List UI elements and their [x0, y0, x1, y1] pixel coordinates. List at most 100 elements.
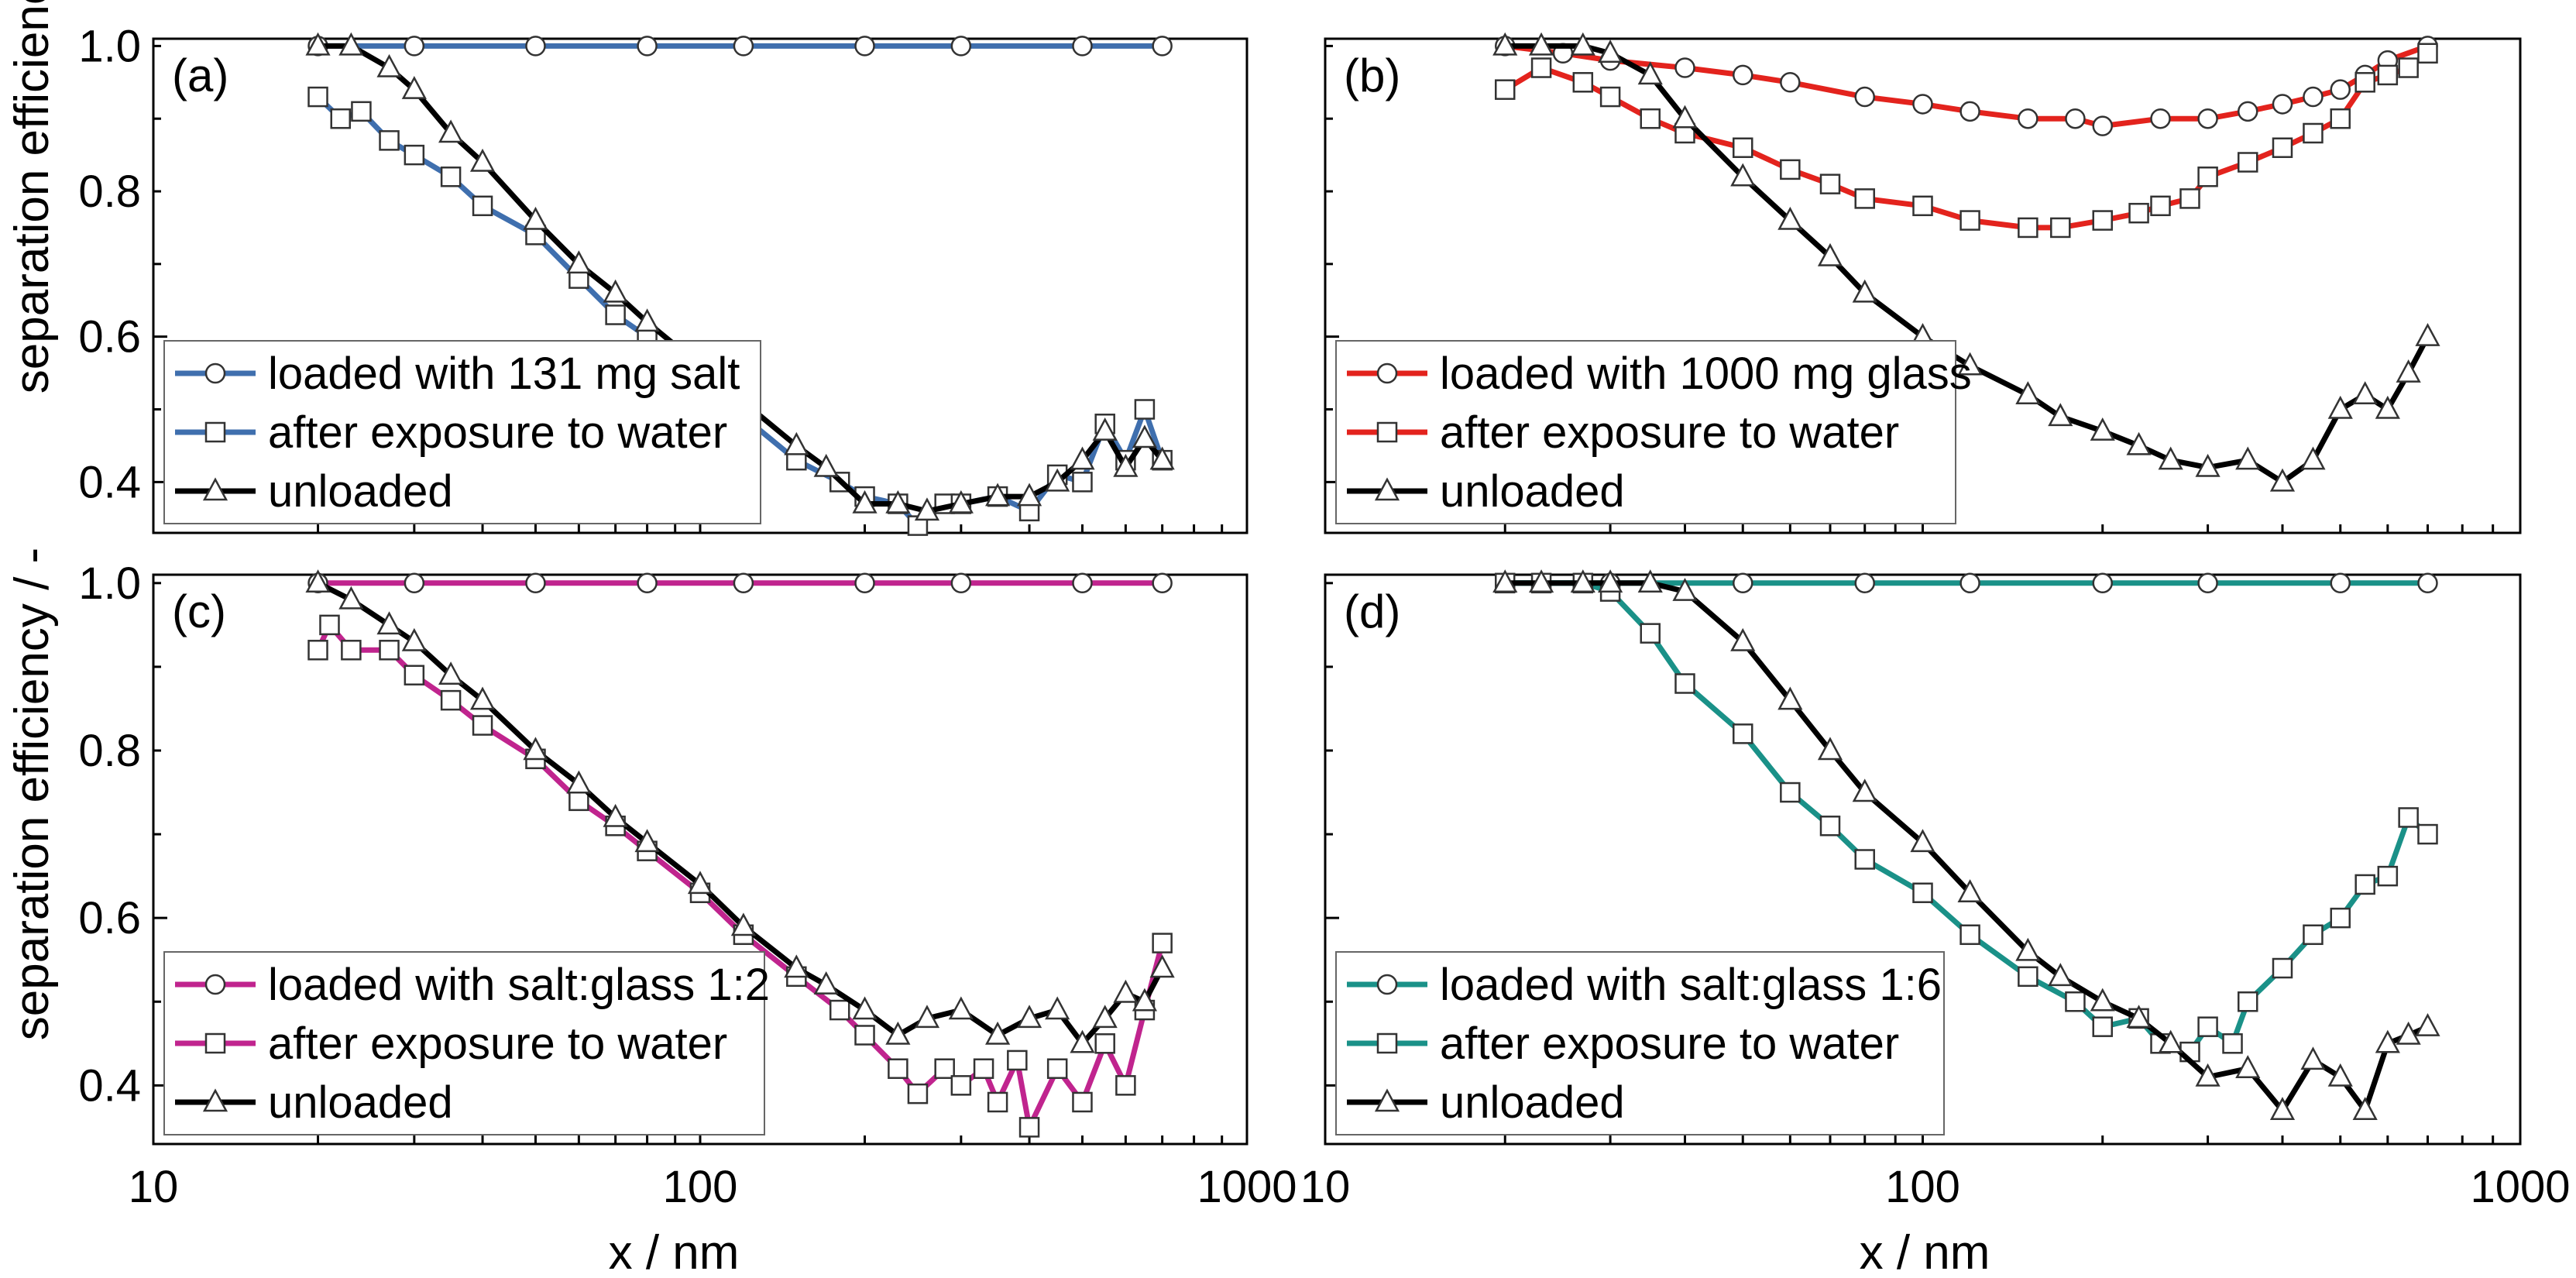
triangle-marker	[1570, 569, 1595, 593]
triangle-marker	[813, 453, 839, 477]
triangle-marker	[2327, 1063, 2353, 1087]
triangle-marker	[2235, 446, 2261, 470]
y-tick-label: 0.4	[78, 1060, 141, 1111]
triangle-marker	[1672, 105, 1698, 129]
triangle-marker	[338, 32, 364, 56]
square-marker	[2354, 874, 2375, 895]
triangle-marker	[2269, 468, 2296, 492]
triangle-marker	[2375, 395, 2400, 419]
circle-marker	[1152, 572, 1173, 594]
chart-panel-3: 0.4 0.6 0.8 1.0 10 100 1000 (c) loaded with salt…	[78, 558, 1297, 1212]
square-marker	[330, 108, 352, 129]
legend-label: unloaded	[268, 1077, 453, 1128]
square-marker	[2398, 57, 2419, 78]
square-marker	[568, 790, 589, 812]
square-marker	[1854, 849, 1875, 870]
triangle-marker	[305, 569, 331, 593]
square-marker	[1134, 399, 1156, 420]
panels: 0.4 0.6 0.8 1.0 (a) loaded with 131 mg salt af…	[78, 21, 2570, 1212]
square-marker	[440, 167, 462, 187]
legend-box	[1335, 951, 1945, 1135]
circle-marker	[1959, 572, 1980, 594]
circle-marker	[2197, 108, 2218, 129]
x-axis-title-right: x / nm	[1860, 1226, 1990, 1278]
legend-label: after exposure to water	[1440, 407, 1899, 458]
triangle-marker	[2195, 1063, 2221, 1087]
square-marker	[2237, 991, 2258, 1012]
square-marker	[1819, 173, 1841, 194]
triangle-marker	[634, 308, 660, 332]
triangle-marker	[1637, 569, 1663, 593]
square-marker	[2237, 152, 2258, 173]
circle-marker	[1959, 101, 1980, 122]
square-marker	[605, 304, 626, 325]
legend: loaded with 131 mg salt after exposure to…	[163, 340, 761, 524]
circle-marker	[2237, 101, 2258, 122]
square-marker	[1819, 816, 1841, 837]
square-marker	[2092, 210, 2113, 231]
triangle-marker	[401, 627, 427, 651]
chart-panel-4: 10 100 1000 (d) loaded with salt:glass 1:6 af…	[1300, 569, 2571, 1212]
square-marker	[1115, 1075, 1136, 1096]
square-marker	[1959, 924, 1980, 946]
triangle-marker	[2352, 1097, 2378, 1121]
circle-marker	[2272, 94, 2293, 115]
circle-marker	[637, 572, 658, 594]
triangle-marker	[784, 431, 809, 455]
square-marker	[2354, 72, 2375, 93]
panel-tag: (a)	[172, 50, 228, 101]
series-line	[1505, 580, 2430, 1055]
square-marker	[2128, 202, 2149, 224]
triangle-marker	[784, 954, 809, 978]
square-marker	[319, 614, 340, 636]
y-tick-label: 0.6	[78, 893, 141, 943]
legend-label: after exposure to water	[1440, 1019, 1899, 1069]
triangle-marker	[985, 1021, 1011, 1045]
square-marker	[307, 86, 328, 108]
triangle-marker	[2415, 1013, 2440, 1036]
square-marker	[973, 1058, 994, 1079]
triangle-marker	[2415, 323, 2440, 346]
series-3	[1492, 569, 2440, 1121]
square-marker	[351, 101, 372, 122]
legend-label: unloaded	[1440, 466, 1625, 517]
triangle-marker	[438, 119, 464, 143]
square-marker	[2330, 108, 2351, 129]
circle-marker	[204, 974, 226, 995]
square-marker	[2377, 865, 2399, 887]
circle-marker	[1152, 36, 1173, 57]
square-marker	[204, 421, 226, 443]
triangle-marker	[687, 871, 713, 895]
triangle-marker	[1492, 569, 1518, 593]
triangle-marker	[1957, 352, 1983, 376]
square-marker	[2272, 957, 2293, 979]
series-1	[307, 572, 1173, 594]
x-tick-label: 1000	[2470, 1162, 2570, 1212]
triangle-marker	[885, 1021, 911, 1045]
square-marker	[1072, 472, 1093, 493]
triangle-marker	[2300, 1046, 2326, 1070]
triangle-marker	[852, 490, 878, 514]
triangle-marker	[1045, 468, 1070, 492]
series-2	[1494, 43, 2438, 239]
legend-label: unloaded	[268, 466, 453, 517]
circle-marker	[2330, 572, 2351, 594]
triangle-marker	[305, 32, 331, 56]
triangle-marker	[730, 912, 756, 936]
circle-marker	[1072, 572, 1093, 594]
triangle-marker	[1852, 778, 1877, 802]
panel-tag: (c)	[172, 586, 226, 637]
triangle-marker	[1092, 1005, 1118, 1029]
triangle-marker	[1817, 737, 1843, 761]
triangle-marker	[1070, 446, 1095, 470]
triangle-marker	[1910, 829, 1935, 853]
triangle-marker	[469, 148, 496, 172]
square-marker	[1854, 188, 1875, 209]
triangle-marker	[1113, 979, 1139, 1003]
triangle-marker	[813, 971, 839, 995]
legend-box	[163, 951, 765, 1135]
circle-marker	[2197, 572, 2218, 594]
square-marker	[1376, 421, 1398, 443]
triangle-marker	[1777, 206, 1803, 230]
circle-marker	[854, 572, 875, 594]
